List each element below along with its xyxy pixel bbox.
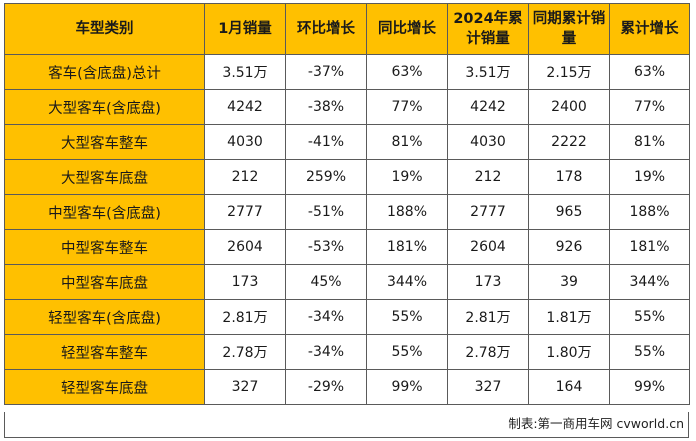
value-cell: 4030 bbox=[204, 124, 286, 160]
value-cell: 327 bbox=[447, 369, 529, 405]
value-cell: -29% bbox=[285, 369, 367, 405]
value-cell: 1.80万 bbox=[528, 334, 610, 370]
value-cell: 4030 bbox=[447, 124, 529, 160]
value-cell: 77% bbox=[609, 89, 690, 125]
value-cell: 3.51万 bbox=[447, 54, 529, 90]
category-cell: 中型客车底盘 bbox=[4, 264, 205, 300]
value-cell: -51% bbox=[285, 194, 367, 230]
value-cell: 212 bbox=[204, 159, 286, 195]
source-note: 制表:第一商用车网 cvworld.cn bbox=[4, 412, 689, 438]
value-cell: 344% bbox=[609, 264, 690, 300]
value-cell: 2604 bbox=[204, 229, 286, 265]
table-row: 中型客车(含底盘) 2777 -51% 188% 2777 965 188% bbox=[4, 194, 690, 230]
value-cell: 188% bbox=[609, 194, 690, 230]
value-cell: -34% bbox=[285, 299, 367, 335]
column-header: 1月销量 bbox=[204, 3, 286, 55]
value-cell: 2777 bbox=[447, 194, 529, 230]
value-cell: 327 bbox=[204, 369, 286, 405]
table-row: 客车(含底盘)总计 3.51万 -37% 63% 3.51万 2.15万 63% bbox=[4, 54, 690, 90]
value-cell: 181% bbox=[609, 229, 690, 265]
value-cell: 4242 bbox=[204, 89, 286, 125]
column-header: 累计增长 bbox=[609, 3, 690, 55]
category-cell: 轻型客车底盘 bbox=[4, 369, 205, 405]
column-header: 环比增长 bbox=[285, 3, 367, 55]
value-cell: 181% bbox=[366, 229, 448, 265]
category-cell: 大型客车底盘 bbox=[4, 159, 205, 195]
value-cell: 2.78万 bbox=[204, 334, 286, 370]
value-cell: 259% bbox=[285, 159, 367, 195]
value-cell: 77% bbox=[366, 89, 448, 125]
value-cell: 55% bbox=[366, 334, 448, 370]
category-cell: 轻型客车(含底盘) bbox=[4, 299, 205, 335]
value-cell: 99% bbox=[609, 369, 690, 405]
value-cell: -41% bbox=[285, 124, 367, 160]
value-cell: 45% bbox=[285, 264, 367, 300]
table-body: 客车(含底盘)总计 3.51万 -37% 63% 3.51万 2.15万 63% 大型客车(含… bbox=[4, 54, 690, 405]
category-cell: 大型客车整车 bbox=[4, 124, 205, 160]
value-cell: 178 bbox=[528, 159, 610, 195]
value-cell: 55% bbox=[609, 334, 690, 370]
value-cell: 63% bbox=[609, 54, 690, 90]
value-cell: 2604 bbox=[447, 229, 529, 265]
value-cell: 3.51万 bbox=[204, 54, 286, 90]
value-cell: 212 bbox=[447, 159, 529, 195]
table-row: 中型客车底盘 173 45% 344% 173 39 344% bbox=[4, 264, 690, 300]
table-row: 大型客车整车 4030 -41% 81% 4030 2222 81% bbox=[4, 124, 690, 160]
column-header: 2024年累计销量 bbox=[447, 3, 529, 55]
value-cell: 2.81万 bbox=[447, 299, 529, 335]
table-row: 轻型客车底盘 327 -29% 99% 327 164 99% bbox=[4, 369, 690, 405]
value-cell: 2.81万 bbox=[204, 299, 286, 335]
value-cell: 926 bbox=[528, 229, 610, 265]
value-cell: 2777 bbox=[204, 194, 286, 230]
column-header: 同比增长 bbox=[366, 3, 448, 55]
table-header-row: 车型类别 1月销量 环比增长 同比增长 2024年累计销量 同期累计销量 累计增长 bbox=[4, 3, 690, 55]
value-cell: 4242 bbox=[447, 89, 529, 125]
value-cell: 188% bbox=[366, 194, 448, 230]
value-cell: 173 bbox=[204, 264, 286, 300]
value-cell: 39 bbox=[528, 264, 610, 300]
category-cell: 中型客车整车 bbox=[4, 229, 205, 265]
value-cell: 344% bbox=[366, 264, 448, 300]
value-cell: 55% bbox=[366, 299, 448, 335]
column-header: 同期累计销量 bbox=[528, 3, 610, 55]
value-cell: 965 bbox=[528, 194, 610, 230]
value-cell: 2.15万 bbox=[528, 54, 610, 90]
category-cell: 轻型客车整车 bbox=[4, 334, 205, 370]
column-header: 车型类别 bbox=[4, 3, 205, 55]
value-cell: 99% bbox=[366, 369, 448, 405]
category-cell: 大型客车(含底盘) bbox=[4, 89, 205, 125]
value-cell: 19% bbox=[609, 159, 690, 195]
value-cell: 19% bbox=[366, 159, 448, 195]
table-row: 轻型客车(含底盘) 2.81万 -34% 55% 2.81万 1.81万 55% bbox=[4, 299, 690, 335]
value-cell: 1.81万 bbox=[528, 299, 610, 335]
value-cell: 2400 bbox=[528, 89, 610, 125]
value-cell: 81% bbox=[366, 124, 448, 160]
value-cell: -37% bbox=[285, 54, 367, 90]
table-row: 大型客车底盘 212 259% 19% 212 178 19% bbox=[4, 159, 690, 195]
bus-sales-table: 车型类别 1月销量 环比增长 同比增长 2024年累计销量 同期累计销量 累计增长 客车(含… bbox=[4, 3, 690, 405]
table-row: 大型客车(含底盘) 4242 -38% 77% 4242 2400 77% bbox=[4, 89, 690, 125]
value-cell: 173 bbox=[447, 264, 529, 300]
value-cell: -53% bbox=[285, 229, 367, 265]
value-cell: 2.78万 bbox=[447, 334, 529, 370]
value-cell: 81% bbox=[609, 124, 690, 160]
value-cell: -38% bbox=[285, 89, 367, 125]
value-cell: 2222 bbox=[528, 124, 610, 160]
table-row: 轻型客车整车 2.78万 -34% 55% 2.78万 1.80万 55% bbox=[4, 334, 690, 370]
value-cell: 63% bbox=[366, 54, 448, 90]
category-cell: 中型客车(含底盘) bbox=[4, 194, 205, 230]
table-row: 中型客车整车 2604 -53% 181% 2604 926 181% bbox=[4, 229, 690, 265]
category-cell: 客车(含底盘)总计 bbox=[4, 54, 205, 90]
value-cell: 164 bbox=[528, 369, 610, 405]
value-cell: -34% bbox=[285, 334, 367, 370]
value-cell: 55% bbox=[609, 299, 690, 335]
